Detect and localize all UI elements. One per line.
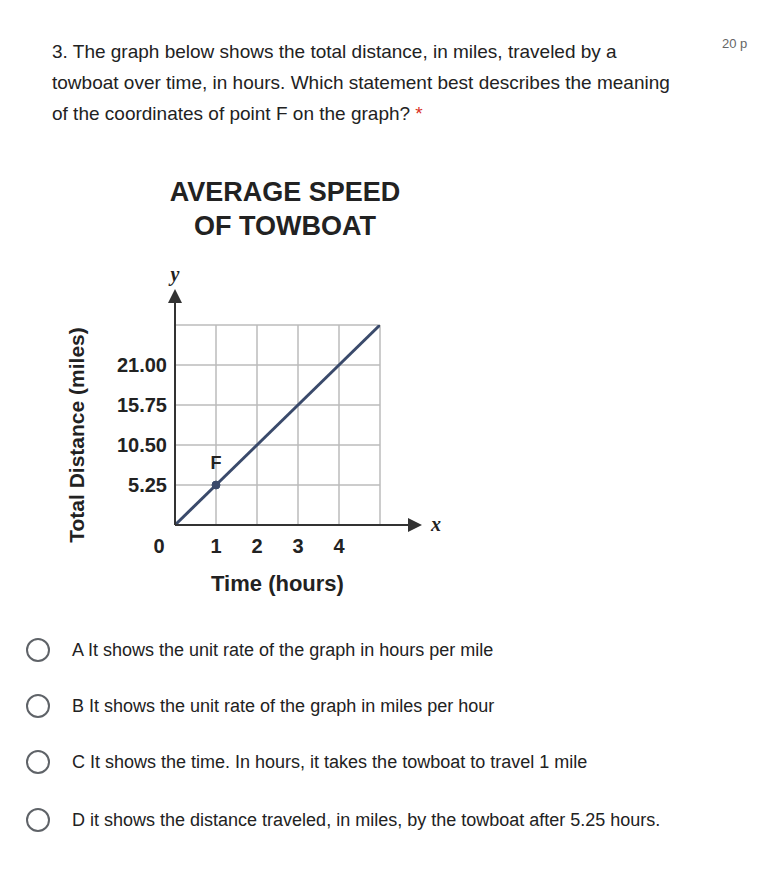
svg-text:0: 0: [153, 535, 164, 557]
svg-text:Time (hours): Time (hours): [211, 571, 344, 596]
svg-text:2: 2: [251, 535, 262, 557]
html-text:3. The graph below shows the t: 3. The graph below shows the total dista…: [52, 41, 670, 124]
svg-text:x: x: [430, 513, 441, 535]
svg-text:F: F: [211, 453, 222, 473]
html-text:A It shows the unit rate of th: A It shows the unit rate of the graph in…: [72, 639, 494, 660]
html-text:AVERAGE SPEED OF TOWBOAT: AVERAGE SPEED OF TOWBOAT: [169, 177, 401, 241]
svg-text:4: 4: [333, 535, 345, 557]
html-text:B It shows the unit rate of th: B It shows the unit rate of the graph in…: [72, 695, 495, 716]
html-text:D it shows the distance travel: D it shows the distance traveled, in mil…: [72, 809, 661, 830]
svg-text:y: y: [169, 263, 180, 286]
svg-text:Total Distance (miles): Total Distance (miles): [65, 327, 88, 543]
html-text:20 p: 20 p: [722, 36, 748, 51]
svg-text:3: 3: [292, 535, 303, 557]
svg-text:21.00: 21.00: [117, 354, 167, 376]
svg-text:5.25: 5.25: [128, 474, 167, 496]
svg-text:15.75: 15.75: [117, 394, 167, 416]
svg-text:1: 1: [210, 535, 221, 557]
html-text:C It shows the time. In hours,: C It shows the time. In hours, it takes …: [72, 751, 588, 772]
svg-text:10.50: 10.50: [117, 434, 167, 456]
